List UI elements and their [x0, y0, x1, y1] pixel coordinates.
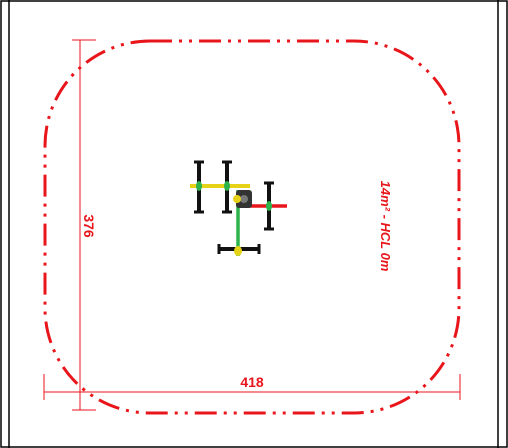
pedal-middle	[222, 160, 232, 214]
fitness-equipment	[190, 160, 287, 256]
width-dimension: 418	[43, 374, 461, 400]
pedal-left	[194, 160, 204, 214]
safety-zone-outline	[43, 39, 461, 415]
width-label: 418	[240, 374, 264, 390]
safety-zone-label: 14m² - HCL 0m	[378, 181, 393, 272]
height-label: 376	[81, 214, 97, 238]
height-dimension: 376	[72, 39, 97, 411]
pedal-right	[264, 181, 274, 231]
pedal-bottom	[217, 244, 261, 256]
